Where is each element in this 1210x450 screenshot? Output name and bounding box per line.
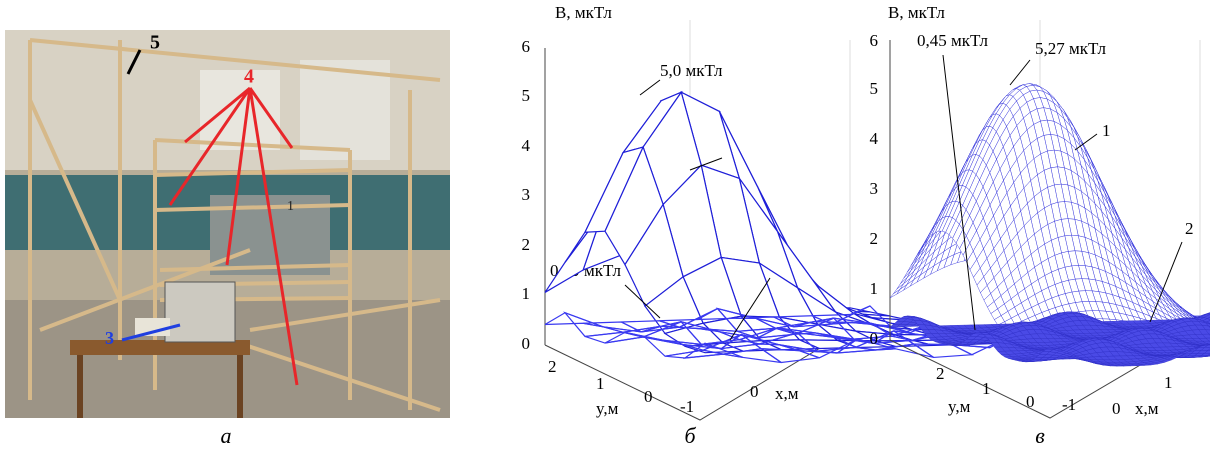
y-tick: 2: [548, 357, 557, 376]
x-label: x,м: [1135, 399, 1159, 418]
z-tick: 3: [522, 185, 531, 204]
y-tick: 1: [982, 379, 991, 398]
label-4: 4: [244, 66, 254, 88]
figure: 5 4 3 1 а B, мкТл 6 5 4 3 2 1 0 2 1 0 -1…: [0, 0, 1210, 450]
x-label: x,м: [775, 384, 799, 403]
z-label: B, мкТл: [555, 3, 612, 22]
y-label: y,м: [948, 397, 971, 416]
y-tick: 0: [1026, 392, 1035, 411]
y-tick: -1: [680, 397, 694, 416]
z-tick: 3: [870, 179, 879, 198]
y-tick: 0: [644, 387, 653, 406]
curve-label-1: 1: [1102, 121, 1111, 140]
z-tick: 6: [870, 31, 879, 50]
min-label: 0,45 мкТл: [917, 31, 989, 50]
peak-label: 5,0 мкТл: [660, 61, 723, 80]
z-tick: 4: [522, 136, 531, 155]
surface-1-cell: [890, 289, 900, 298]
z-tick: 5: [522, 86, 531, 105]
caption: в: [1035, 423, 1045, 448]
curve-label-2: 2: [1185, 219, 1194, 238]
z-tick: 1: [870, 279, 879, 298]
label-3: 3: [105, 328, 114, 348]
z-tick: 0: [522, 334, 531, 353]
y-tick: 2: [936, 364, 945, 383]
caption: б: [684, 423, 696, 448]
surface-2-cell: [545, 313, 603, 327]
z-tick: 6: [522, 37, 531, 56]
z-tick: 2: [522, 235, 531, 254]
photo-device: [165, 282, 235, 342]
z-tick: 2: [870, 229, 879, 248]
photo-window: [200, 70, 280, 150]
y-label: y,м: [596, 399, 619, 418]
x-tick: -1: [1062, 395, 1076, 414]
z-tick: 0: [870, 329, 879, 348]
label-5: 5: [150, 32, 160, 54]
surface-c: [890, 84, 1210, 367]
caption: а: [221, 423, 232, 448]
x-tick: 0: [1112, 399, 1121, 418]
peak-label: 5,27 мкТл: [1035, 39, 1107, 58]
z-tick: 4: [870, 129, 879, 148]
x-tick: 1: [1164, 373, 1173, 392]
z-tick: 1: [522, 284, 531, 303]
photo: 5 4 3 1: [5, 30, 450, 418]
x-tick: 0: [750, 382, 759, 401]
z-tick: 5: [870, 79, 879, 98]
y-tick: 1: [596, 374, 605, 393]
label-1: 1: [287, 199, 294, 214]
z-label: B, мкТл: [888, 3, 945, 22]
